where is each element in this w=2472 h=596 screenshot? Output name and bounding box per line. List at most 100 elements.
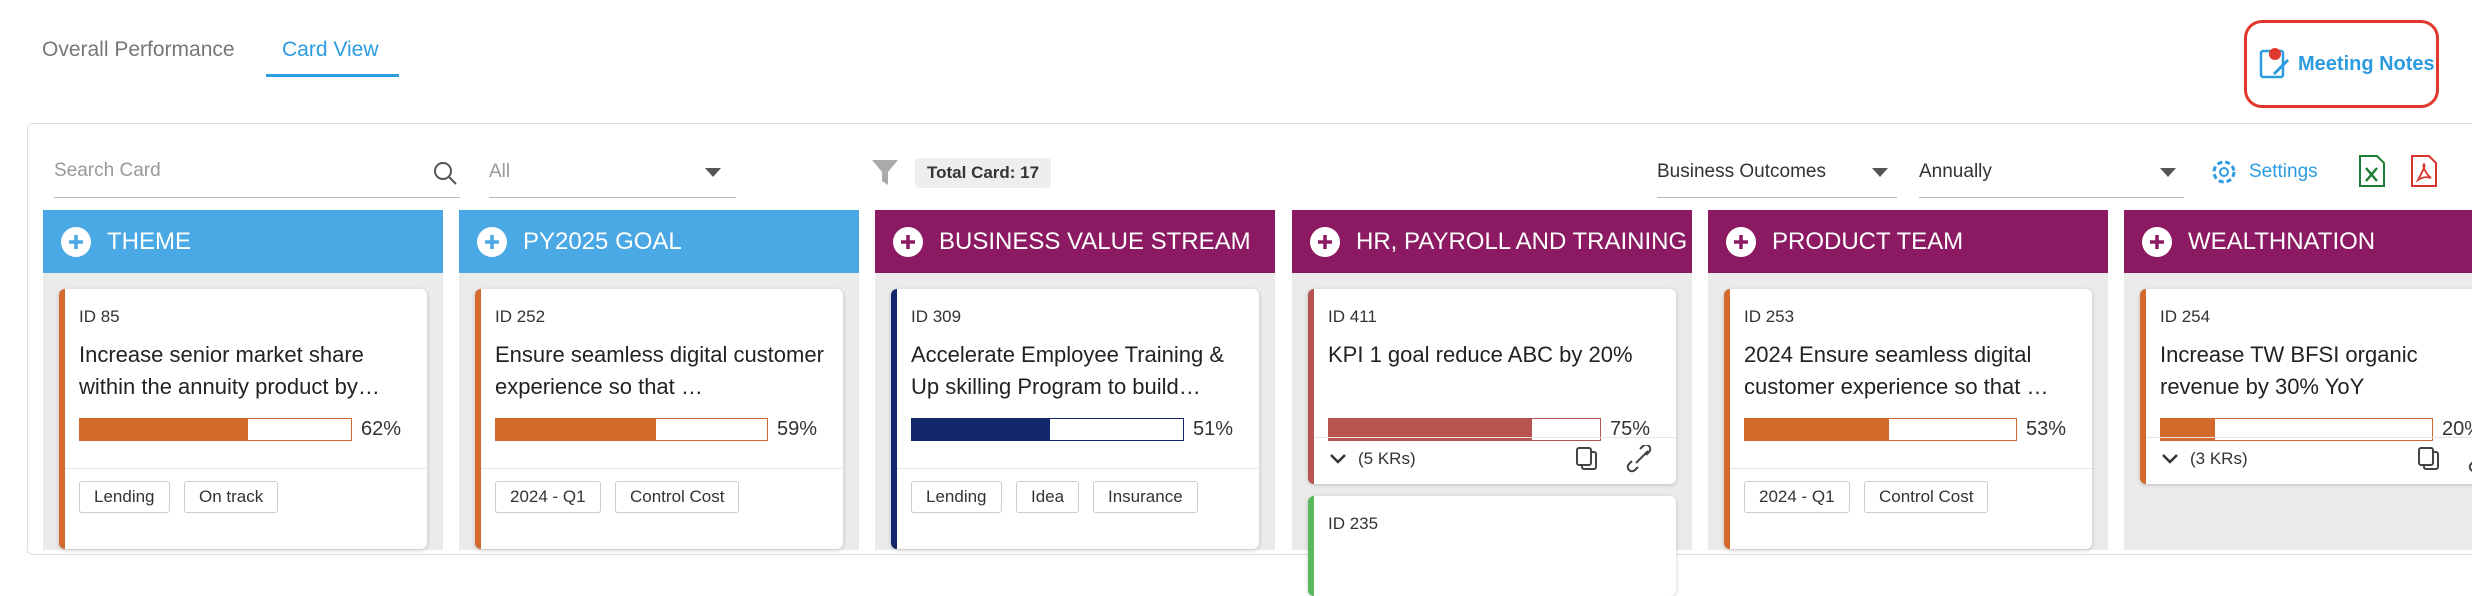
- card-title: Accelerate Employee Training & Up skilli…: [911, 342, 1225, 399]
- tab-active[interactable]: Card View: [282, 38, 379, 61]
- plus-icon: [485, 234, 499, 249]
- column: WEALTHNATION ID 254 Increase TW BFSI organ…: [2124, 210, 2472, 550]
- settings-icon[interactable]: [2210, 158, 2238, 186]
- tag[interactable]: Lending: [79, 481, 170, 513]
- underline: [1919, 197, 2184, 198]
- underline: [489, 197, 736, 198]
- notes-icon: [2259, 48, 2290, 79]
- card[interactable]: ID 253 2024 Ensure seamless digital custo…: [1724, 289, 2092, 549]
- meeting-notes-label[interactable]: Meeting Notes: [2298, 53, 2435, 75]
- progress-label: 59%: [777, 418, 818, 440]
- underline: [54, 197, 460, 198]
- column-header: HR, PAYROLL AND TRAINING: [1292, 210, 1692, 273]
- tab[interactable]: Overall Performance: [42, 38, 235, 61]
- card-id: ID 254: [2160, 307, 2211, 326]
- chevron-icon[interactable]: [2160, 452, 2180, 466]
- add-button[interactable]: [1726, 226, 1756, 257]
- column-header: THEME: [43, 210, 443, 273]
- tag[interactable]: Control Cost: [615, 481, 740, 513]
- filter-select[interactable]: All: [489, 161, 511, 182]
- column-title: PRODUCT TEAM: [1772, 227, 1964, 255]
- card-id: ID 411: [1328, 307, 1377, 326]
- add-button[interactable]: [1310, 226, 1340, 257]
- divider: [2146, 437, 2472, 438]
- tag[interactable]: Control Cost: [1864, 481, 1989, 513]
- krs-toggle[interactable]: (5 KRs): [1358, 449, 1416, 468]
- view-select[interactable]: Business Outcomes: [1657, 161, 1826, 182]
- search-icon[interactable]: [432, 160, 458, 186]
- column-header: PY2025 GOAL: [459, 210, 859, 273]
- period-select[interactable]: Annually: [1919, 161, 1992, 182]
- column: HR, PAYROLL AND TRAINING ID 411 KPI 1 goal…: [1292, 210, 1692, 596]
- tag[interactable]: Insurance: [1093, 481, 1198, 513]
- divider: [65, 468, 427, 469]
- caret: [2160, 168, 2176, 177]
- divider: [1314, 437, 1676, 438]
- settings-link[interactable]: Settings: [2249, 161, 2318, 182]
- caret: [705, 168, 721, 177]
- card-title: Increase senior market share within the …: [79, 342, 380, 399]
- action-icons[interactable]: [2416, 445, 2472, 473]
- progress-fill: [912, 419, 1051, 440]
- divider: [481, 468, 843, 469]
- add-button[interactable]: [477, 226, 507, 257]
- tag[interactable]: On track: [184, 481, 279, 513]
- column: PRODUCT TEAM ID 253 2024 Ensure seamless d…: [1708, 210, 2108, 550]
- progress-bar: [495, 418, 768, 441]
- column-title: PY2025 GOAL: [523, 227, 682, 255]
- progress-label: 20%: [2442, 418, 2472, 440]
- progress-fill: [80, 419, 249, 440]
- progress-fill: [496, 419, 656, 440]
- card[interactable]: ID 411 KPI 1 goal reduce ABC by 20% 75% (5 …: [1308, 289, 1676, 484]
- progress-label: 51%: [1193, 418, 1234, 440]
- search-input[interactable]: Search Card: [54, 160, 161, 181]
- card[interactable]: ID 235: [1308, 496, 1676, 596]
- card[interactable]: ID 85 Increase senior market share within…: [59, 289, 427, 549]
- tab-underline: [266, 74, 399, 77]
- card-title: Increase TW BFSI organic revenue by 30% …: [2160, 342, 2418, 399]
- card-id: ID 309: [911, 307, 962, 326]
- divider: [1730, 468, 2092, 469]
- column-title: WEALTHNATION: [2188, 227, 2376, 255]
- tag[interactable]: 2024 - Q1: [1744, 481, 1850, 513]
- plus-icon: [901, 234, 915, 249]
- action-icons[interactable]: [1574, 445, 1664, 473]
- card[interactable]: ID 309 Accelerate Employee Training & Up …: [891, 289, 1259, 549]
- filter-icon[interactable]: [870, 157, 900, 187]
- add-button[interactable]: [61, 226, 91, 257]
- krs-toggle[interactable]: (3 KRs): [2190, 449, 2248, 468]
- card-id: ID 253: [1744, 307, 1795, 326]
- progress-bar: [2160, 418, 2433, 441]
- tag[interactable]: Lending: [911, 481, 1002, 513]
- tag[interactable]: Idea: [1016, 481, 1080, 513]
- add-button[interactable]: [893, 226, 923, 257]
- column-title: BUSINESS VALUE STREAM: [939, 227, 1251, 255]
- column-header: BUSINESS VALUE STREAM: [875, 210, 1275, 273]
- progress-fill: [1329, 419, 1533, 440]
- progress-label: 75%: [1610, 418, 1651, 440]
- progress-bar: [911, 418, 1184, 441]
- plus-icon: [1734, 234, 1748, 249]
- column-header: PRODUCT TEAM: [1708, 210, 2108, 273]
- progress-bar: [1328, 418, 1601, 441]
- plus-icon: [2150, 234, 2164, 249]
- progress-fill: [1745, 419, 1889, 440]
- meeting-notes-button[interactable]: [2244, 20, 2439, 108]
- add-button[interactable]: [2142, 226, 2172, 257]
- excel-icon[interactable]: [2358, 154, 2386, 188]
- column-title: HR, PAYROLL AND TRAINING: [1356, 227, 1688, 255]
- tag[interactable]: 2024 - Q1: [495, 481, 601, 513]
- progress-label: 53%: [2026, 418, 2067, 440]
- chevron-icon[interactable]: [1328, 452, 1348, 466]
- progress-label: 62%: [361, 418, 402, 440]
- total-card-badge: Total Card: 17: [915, 158, 1052, 188]
- card[interactable]: ID 252 Ensure seamless digital customer e…: [475, 289, 843, 549]
- card[interactable]: ID 254 Increase TW BFSI organic revenue b…: [2140, 289, 2472, 484]
- column: BUSINESS VALUE STREAM ID 309 Accelerate Em…: [875, 210, 1275, 550]
- pdf-icon[interactable]: [2410, 154, 2438, 188]
- column: THEME ID 85 Increase senior market share w…: [43, 210, 443, 550]
- progress-bar: [1744, 418, 2017, 441]
- plus-icon: [1318, 234, 1332, 249]
- page: Overall Performance Card View Meeting No…: [27, 20, 2472, 596]
- progress-bar: [79, 418, 352, 441]
